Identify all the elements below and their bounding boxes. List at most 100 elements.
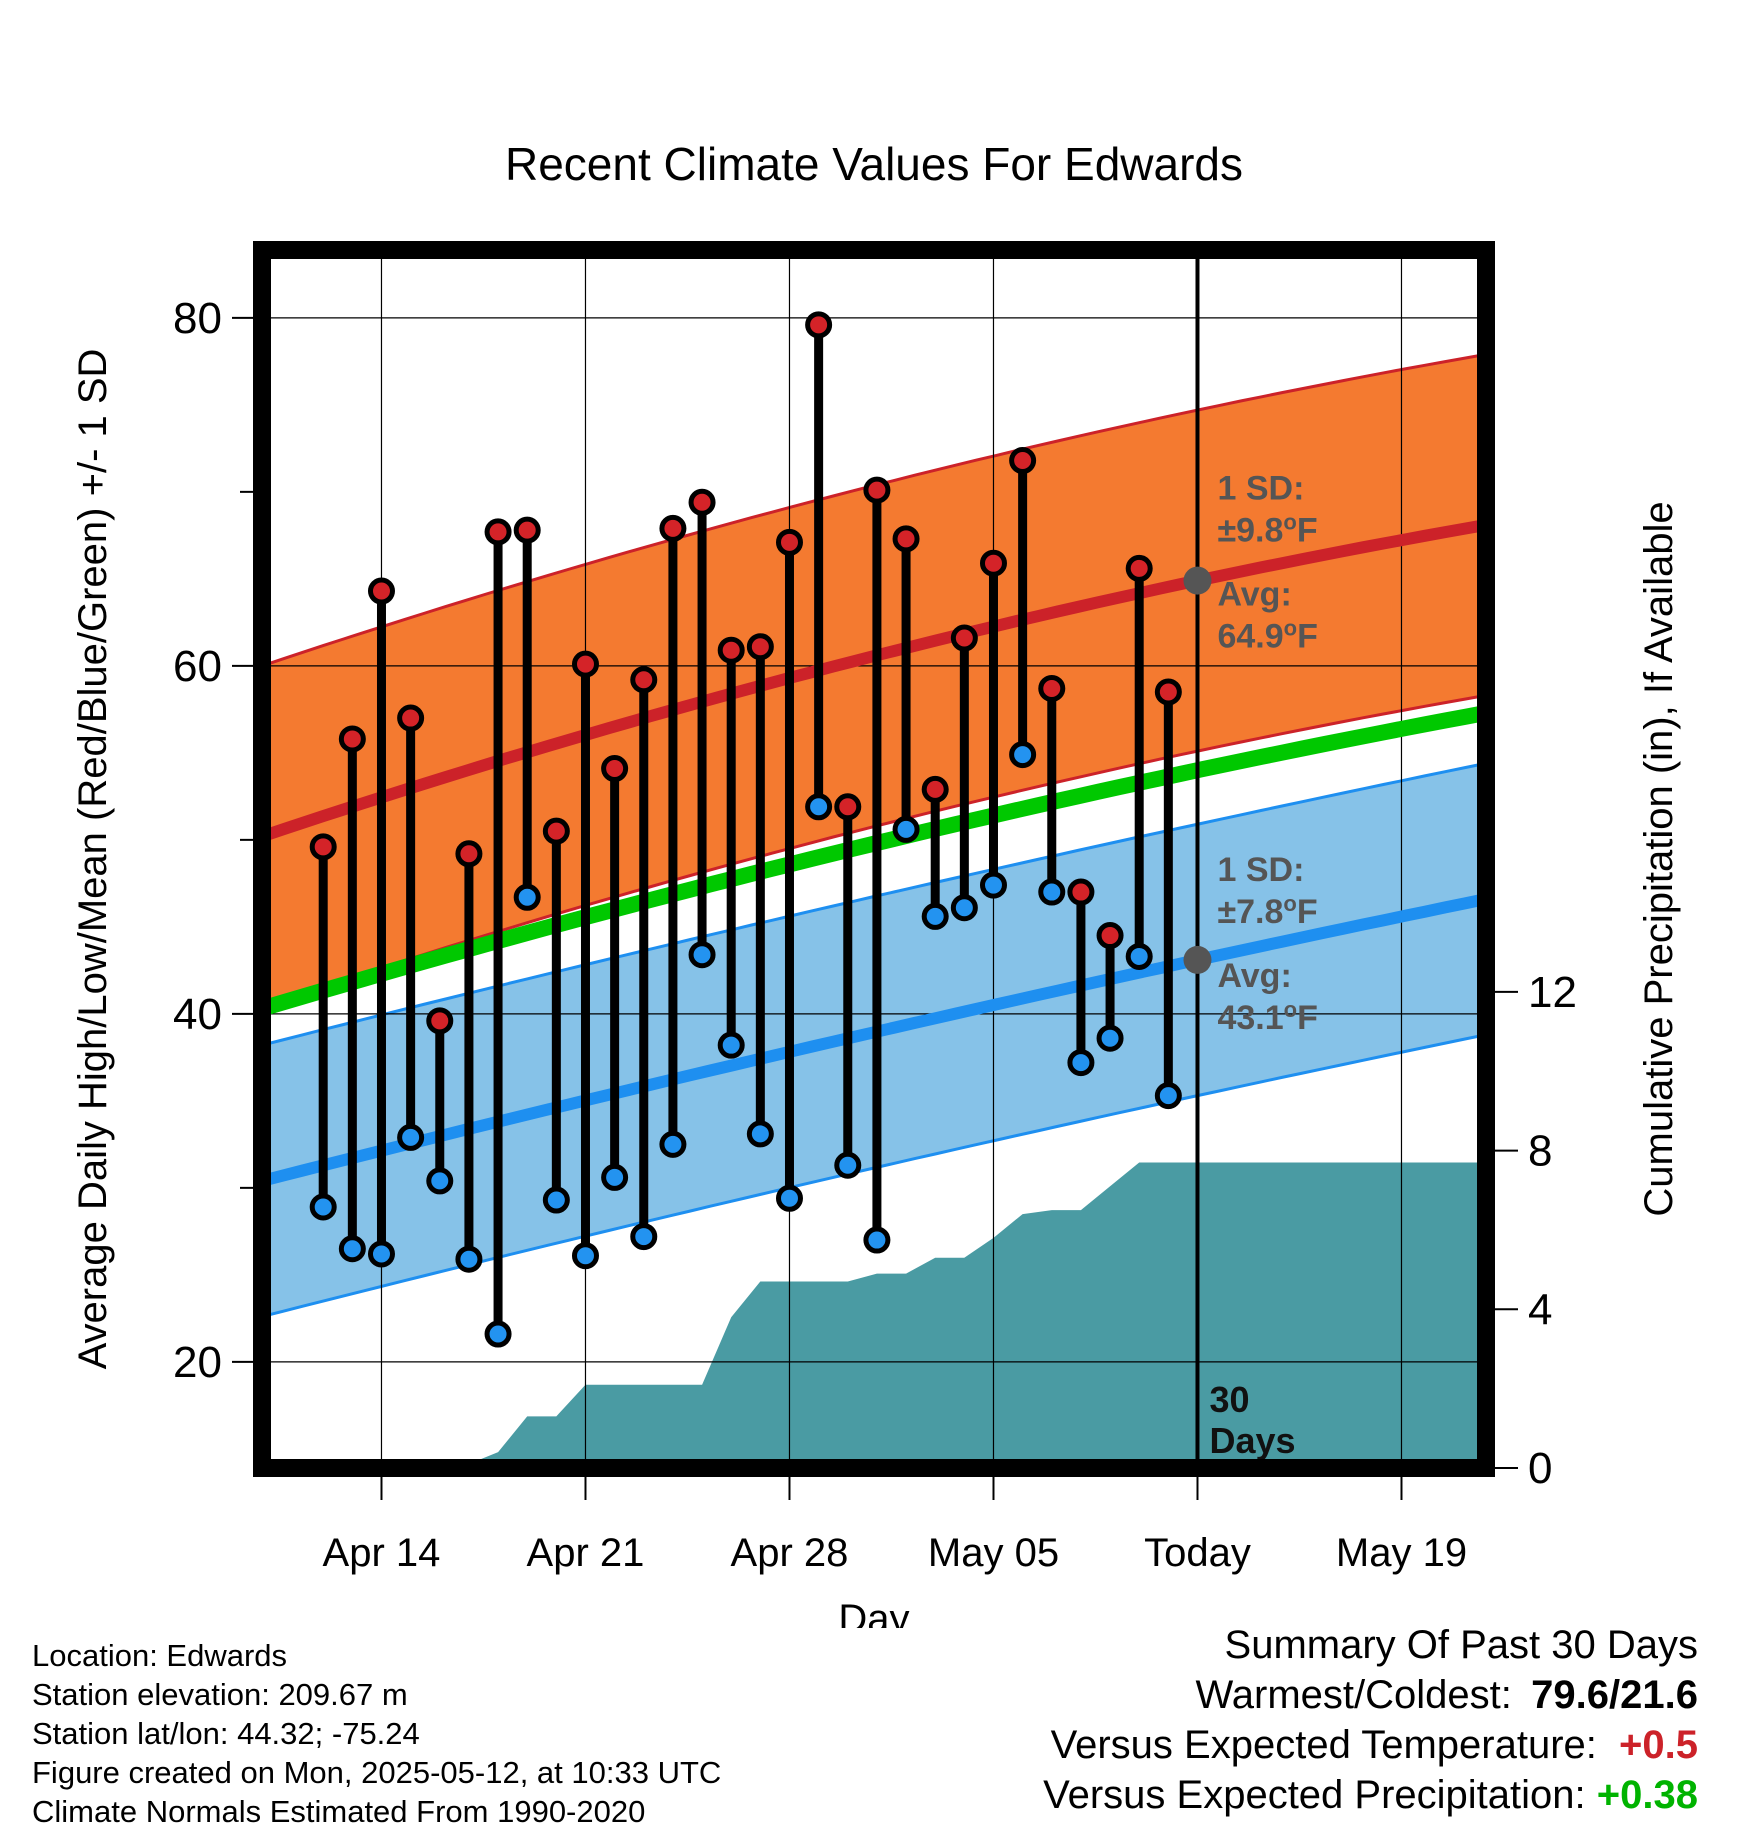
- high-temp-point: [892, 525, 920, 553]
- high-temp-point: [950, 624, 978, 652]
- y-tick-label-left: 20: [173, 1338, 222, 1387]
- high-temp-point: [455, 840, 483, 868]
- high-sd-value: ±9.8oF: [1217, 510, 1317, 550]
- high-avg-value: 64.9oF: [1217, 616, 1317, 656]
- low-temp-point: [979, 871, 1007, 899]
- high-sd-label: 1 SD:: [1217, 470, 1304, 508]
- high-temp-point: [659, 514, 687, 542]
- low-temp-point: [775, 1184, 803, 1212]
- expected-precip-value: +0.38: [1596, 1773, 1698, 1817]
- low-sd-label: 1 SD:: [1217, 851, 1304, 889]
- high-temp-point: [688, 488, 716, 516]
- low-temp-point: [571, 1242, 599, 1270]
- axes: Apr 14 Apr 21 Apr 28 May 05 Today May 1920406…: [173, 294, 1577, 1575]
- x-tick-label: May 19: [1336, 1531, 1467, 1575]
- window-count-label: 30: [1209, 1379, 1249, 1420]
- y-tick-label-left: 60: [173, 642, 222, 691]
- normals-text: Climate Normals Estimated From 1990-2020: [32, 1794, 646, 1829]
- x-axis-label: Day: [838, 1597, 909, 1628]
- chart-title: Recent Climate Values For Edwards: [505, 138, 1243, 190]
- x-tick-label: Apr 28: [731, 1531, 849, 1575]
- high-temp-point: [1096, 922, 1124, 950]
- y-tick-label-left: 80: [173, 294, 222, 343]
- y-tick-label-right: 0: [1528, 1444, 1552, 1493]
- low-temp-point: [513, 883, 541, 911]
- climate-chart: Recent Climate Values For Edwards 1 SD:±…: [71, 138, 1681, 1628]
- low-temp-point: [805, 793, 833, 821]
- summary-panel: Summary Of Past 30 Days Warmest/Coldest:…: [1043, 1620, 1698, 1820]
- high-temp-point: [571, 650, 599, 678]
- high-temp-point: [805, 311, 833, 339]
- high-temp-point: [309, 833, 337, 861]
- high-temp-point: [513, 516, 541, 544]
- high-temp-point: [1125, 554, 1153, 582]
- low-temp-point: [338, 1235, 366, 1263]
- expected-temp-label: Versus Expected Temperature:: [1050, 1723, 1597, 1767]
- low-temp-point: [950, 894, 978, 922]
- warmest-coldest-label: Warmest/Coldest:: [1195, 1673, 1512, 1717]
- low-temp-point: [863, 1226, 891, 1254]
- created-text: Figure created on Mon, 2025-05-12, at 10…: [32, 1755, 722, 1790]
- low-sd-value: ±7.8oF: [1217, 891, 1317, 931]
- window-unit-label: Days: [1209, 1420, 1295, 1461]
- high-temp-point: [484, 518, 512, 546]
- y-tick-label-right: 8: [1528, 1127, 1552, 1176]
- high-avg-label: Avg:: [1217, 576, 1291, 614]
- high-temp-point: [338, 725, 366, 753]
- high-temp-point: [367, 577, 395, 605]
- low-avg-marker: [1183, 945, 1212, 974]
- y-tick-label-right: 12: [1528, 968, 1577, 1017]
- high-temp-point: [863, 476, 891, 504]
- summary-title: Summary Of Past 30 Days: [1224, 1623, 1698, 1667]
- low-temp-point: [1125, 942, 1153, 970]
- low-temp-point: [921, 902, 949, 930]
- y-tick-label-right: 4: [1528, 1285, 1552, 1334]
- plot-frame: [253, 241, 1495, 1477]
- low-temp-point: [1067, 1049, 1095, 1077]
- low-avg-value: 43.1oF: [1217, 997, 1317, 1037]
- station-info: Location: Edwards Station elevation: 209…: [32, 1636, 721, 1831]
- low-temp-point: [601, 1163, 629, 1191]
- low-temp-point: [426, 1167, 454, 1195]
- low-temp-point: [688, 941, 716, 969]
- y-axis-label-left: Average Daily High/Low/Mean (Red/Blue/Gr…: [71, 349, 115, 1370]
- precip-area: [308, 1162, 1486, 1468]
- high-temp-point: [426, 1007, 454, 1035]
- high-temp-point: [746, 633, 774, 661]
- high-temp-point: [1038, 674, 1066, 702]
- high-temp-point: [921, 775, 949, 803]
- elevation-text: Station elevation: 209.67 m: [32, 1677, 408, 1712]
- low-temp-point: [309, 1193, 337, 1221]
- low-temp-point: [1038, 878, 1066, 906]
- low-temp-point: [1154, 1082, 1182, 1110]
- high-temp-point: [717, 636, 745, 664]
- high-avg-marker: [1183, 566, 1212, 595]
- low-temp-point: [892, 815, 920, 843]
- high-temp-point: [775, 528, 803, 556]
- low-temp-point: [367, 1240, 395, 1268]
- low-temp-point: [717, 1031, 745, 1059]
- low-temp-point: [1096, 1024, 1124, 1052]
- low-temp-point: [659, 1130, 687, 1158]
- location-text: Location: Edwards: [32, 1638, 288, 1673]
- x-tick-label: Apr 14: [323, 1531, 441, 1575]
- low-temp-point: [1009, 741, 1037, 769]
- x-tick-label: Apr 21: [527, 1531, 645, 1575]
- low-temp-point: [834, 1151, 862, 1179]
- high-temp-point: [834, 793, 862, 821]
- y-axis-label-right: Cumulative Precipitation (in), If Availa…: [1637, 501, 1681, 1216]
- high-temp-point: [397, 704, 425, 732]
- high-temp-point: [979, 549, 1007, 577]
- high-temp-point: [1067, 878, 1095, 906]
- high-temp-point: [630, 666, 658, 694]
- high-temp-point: [542, 817, 570, 845]
- expected-precip-label: Versus Expected Precipitation:: [1043, 1773, 1586, 1817]
- low-temp-point: [484, 1320, 512, 1348]
- high-temp-point: [1154, 678, 1182, 706]
- x-tick-label: May 05: [928, 1531, 1059, 1575]
- low-temp-point: [746, 1120, 774, 1148]
- x-tick-label: Today: [1144, 1531, 1251, 1575]
- low-temp-point: [397, 1123, 425, 1151]
- y-tick-label-left: 40: [173, 990, 222, 1039]
